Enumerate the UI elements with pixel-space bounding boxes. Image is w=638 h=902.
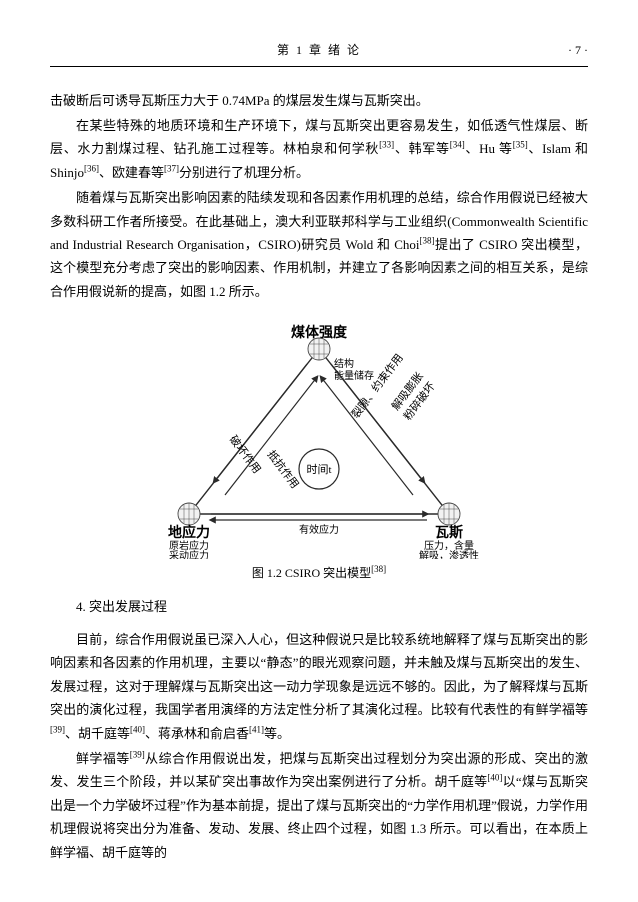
edge-bottom-label: 有效应力 bbox=[299, 523, 339, 536]
figcap-ref: [38] bbox=[371, 564, 386, 574]
paragraph-1: 击破断后可诱导瓦斯压力大于 0.74MPa 的煤层发生煤与瓦斯突出。 bbox=[50, 89, 588, 112]
sphere-icon-left bbox=[178, 503, 200, 525]
vertex-left-sub2: 采动应力 bbox=[169, 549, 209, 559]
ref-40a: [40] bbox=[130, 724, 145, 734]
ref-37: [37] bbox=[164, 163, 179, 173]
center-label: 时间t bbox=[306, 463, 331, 476]
ref-34: [34] bbox=[450, 140, 465, 150]
page-header: 第 1 章 绪 论 · 7 · bbox=[50, 40, 588, 67]
p2-f: 分别进行了机理分析。 bbox=[179, 165, 309, 180]
paragraph-4: 目前，综合作用假说虽已深入人心，但这种假说只是比较系统地解释了煤与瓦斯突出的影响… bbox=[50, 628, 588, 745]
p4-c: 、蒋承林和俞启香 bbox=[145, 726, 249, 741]
ref-38a: [38] bbox=[420, 236, 435, 246]
paragraph-5: 鲜学福等[39]从综合作用假说出发，把煤与瓦斯突出过程划分为突出源的形成、突出的… bbox=[50, 747, 588, 864]
ref-35: [35] bbox=[513, 140, 528, 150]
figcap-text: 图 1.2 CSIRO 突出模型 bbox=[252, 566, 371, 580]
vertex-left-label: 地应力 bbox=[168, 524, 210, 540]
sphere-icon-top bbox=[308, 338, 330, 360]
ref-39b: [39] bbox=[130, 750, 145, 760]
ref-41: [41] bbox=[249, 724, 264, 734]
paragraph-3: 随着煤与瓦斯突出影响因素的陆续发现和各因素作用机理的总结，综合作用假说已经被大多… bbox=[50, 186, 588, 303]
p1-text: 击破断后可诱导瓦斯压力大于 0.74MPa 的煤层发生煤与瓦斯突出。 bbox=[50, 93, 429, 108]
ref-33: [33] bbox=[379, 140, 394, 150]
edge-left-inner: 抵抗作用 bbox=[265, 447, 303, 491]
paragraph-2: 在某些特殊的地质环境和生产环境下，煤与瓦斯突出更容易发生，如低透气性煤层、断层、… bbox=[50, 114, 588, 184]
ref-40b: [40] bbox=[487, 773, 502, 783]
p4-a: 目前，综合作用假说虽已深入人心，但这种假说只是比较系统地解释了煤与瓦斯突出的影响… bbox=[50, 632, 588, 717]
ref-39a: [39] bbox=[50, 724, 65, 734]
section-4-title: 4. 突出发展过程 bbox=[76, 595, 588, 618]
vertex-right-label: 瓦斯 bbox=[435, 524, 463, 540]
vertex-right-sub2: 解吸，渗透性 bbox=[419, 549, 479, 559]
p2-e: 、欧建春等 bbox=[99, 165, 164, 180]
p2-b: 、韩军等 bbox=[394, 141, 450, 156]
ref-36: [36] bbox=[84, 163, 99, 173]
p4-b: 、胡千庭等 bbox=[65, 726, 130, 741]
sphere-icon-right bbox=[438, 503, 460, 525]
p4-d: 等。 bbox=[264, 726, 290, 741]
p5-a: 鲜学福等 bbox=[76, 751, 130, 766]
chapter-title: 第 1 章 绪 论 bbox=[90, 40, 548, 62]
page-number: · 7 · bbox=[548, 40, 588, 62]
figure-csiro-triangle: 煤体强度 结构 能量储存 破坏作用 抵抗作用 解吸膨胀 bbox=[139, 319, 499, 559]
p2-c: 、Hu 等 bbox=[465, 141, 513, 156]
vertex-top-sub1: 结构 bbox=[334, 357, 354, 370]
figure-caption: 图 1.2 CSIRO 突出模型[38] bbox=[50, 563, 588, 585]
